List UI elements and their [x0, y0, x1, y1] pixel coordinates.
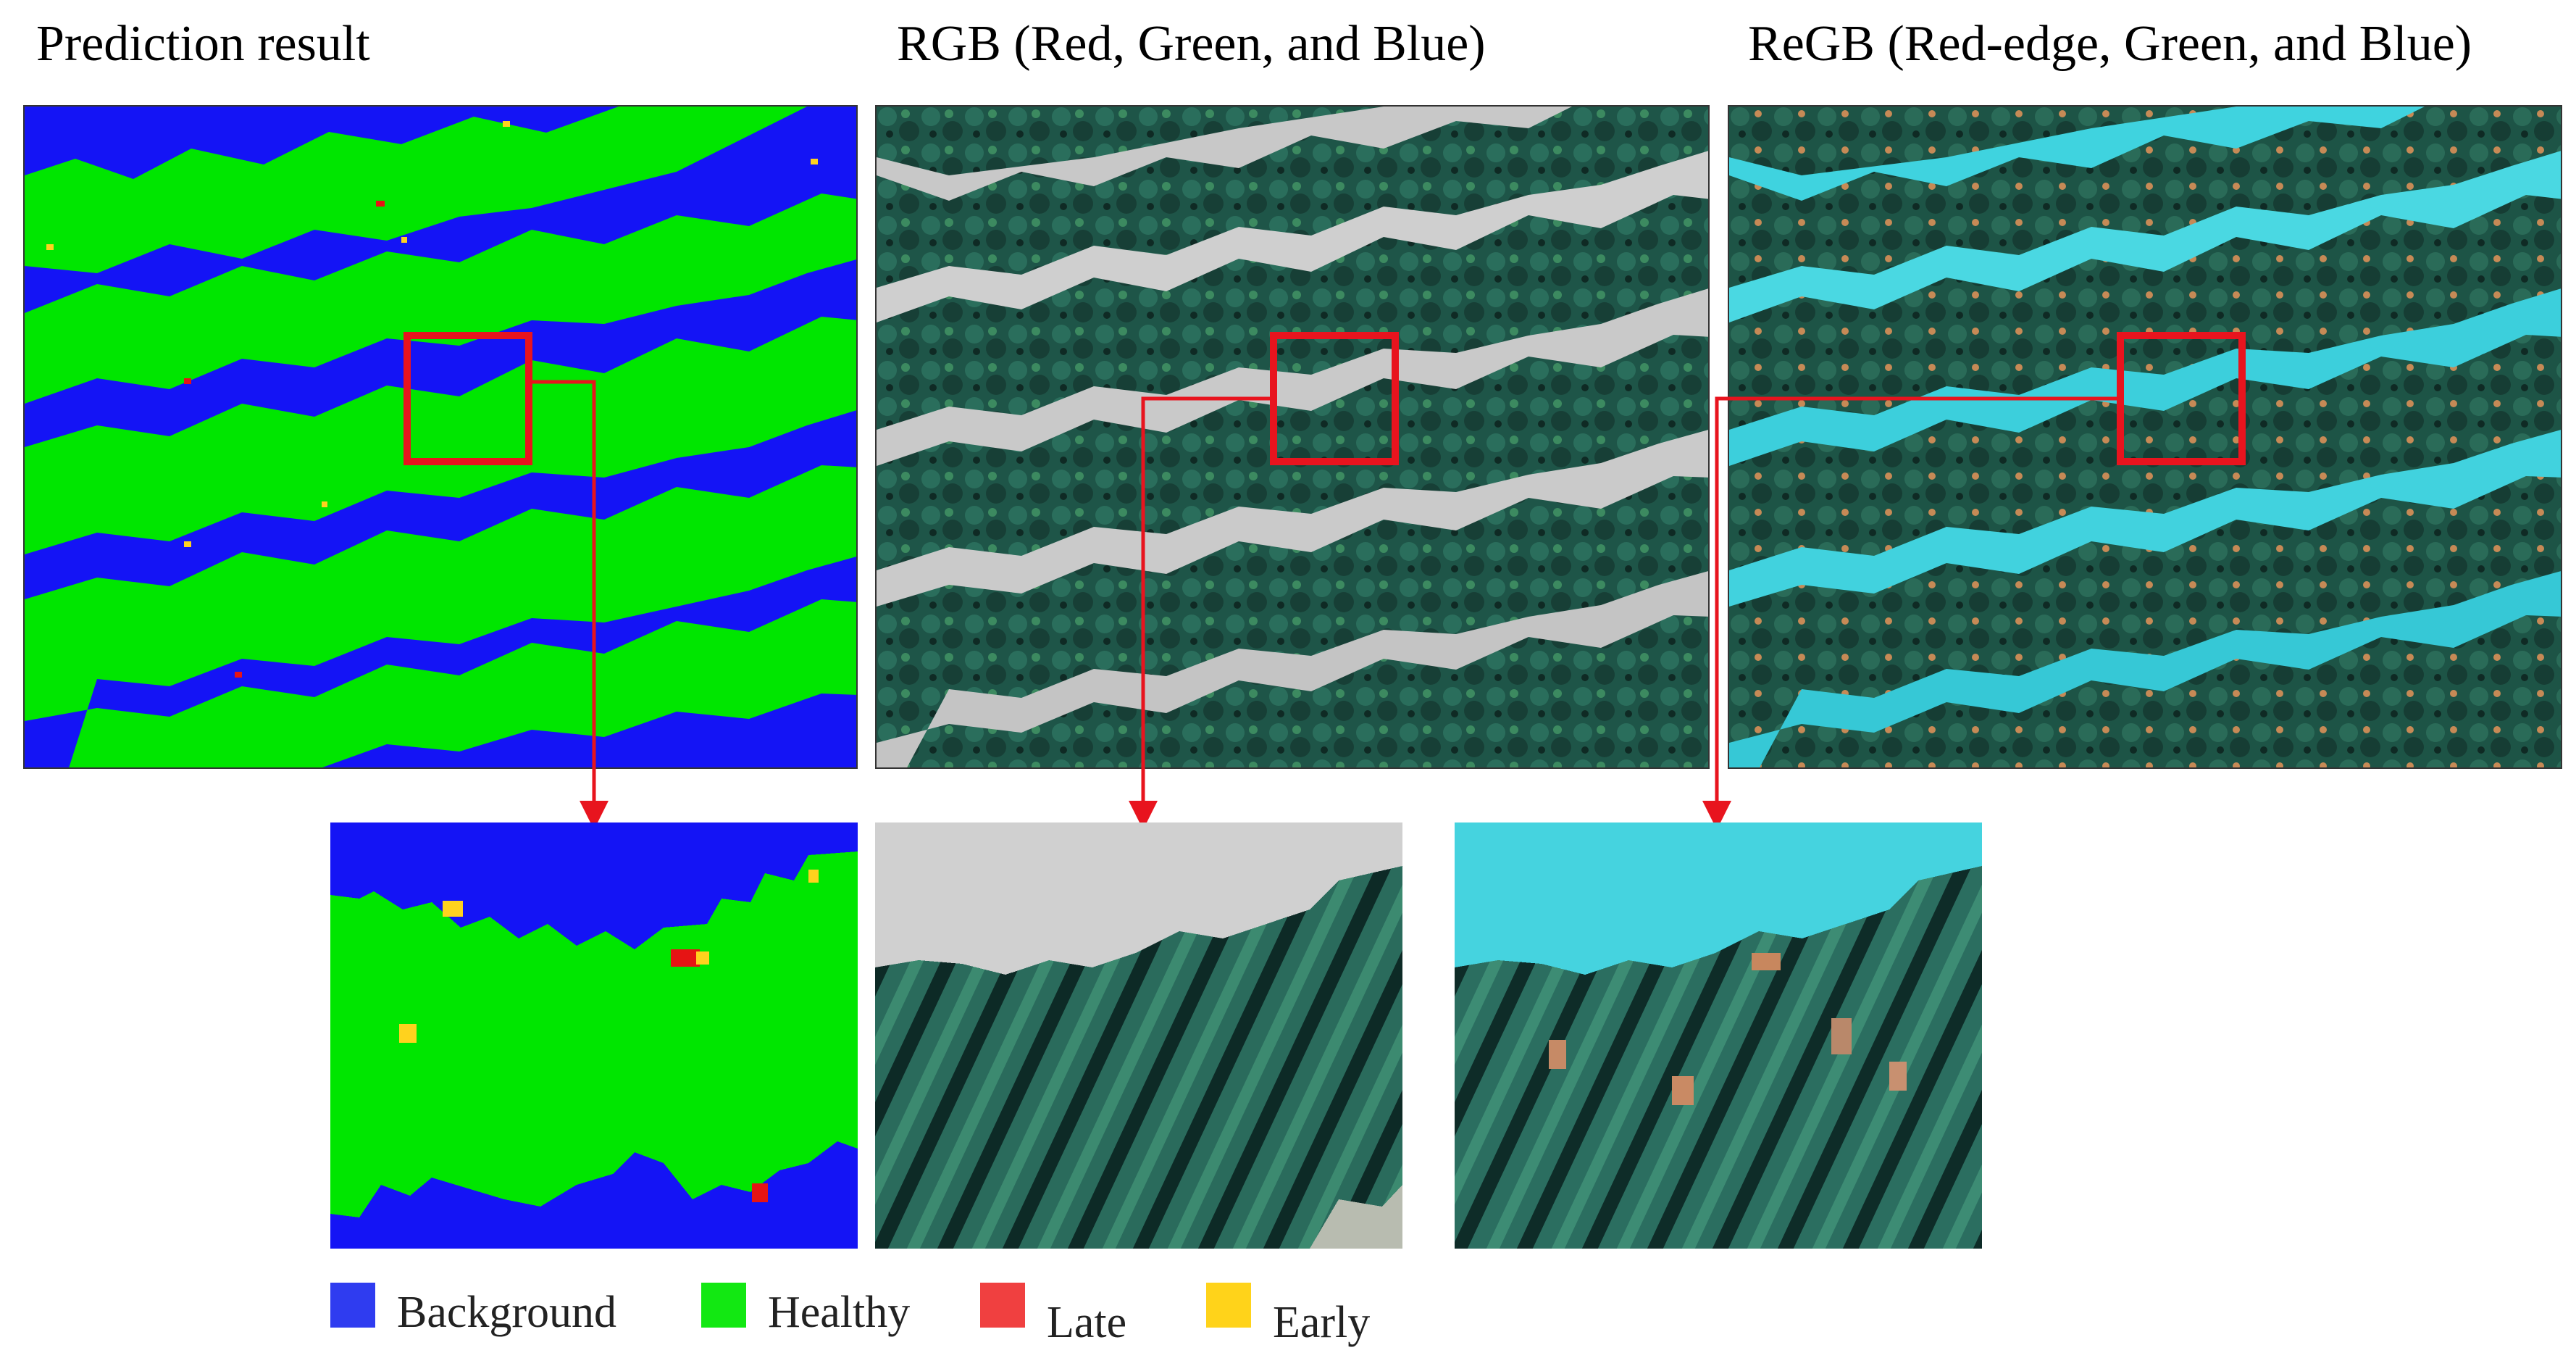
rgb-zoom-panel — [875, 822, 1402, 1249]
legend-label-healthy: Healthy — [768, 1288, 911, 1337]
prediction-zoom-panel — [330, 822, 858, 1249]
legend-swatch-early — [1206, 1283, 1251, 1328]
legend-swatch-late — [980, 1283, 1025, 1328]
legend-label-early: Early — [1273, 1298, 1371, 1347]
rgb-zoom-image — [875, 822, 1402, 1249]
legend-swatch-background — [330, 1283, 375, 1328]
prediction-map-panel — [23, 105, 858, 769]
regb-image-panel — [1728, 105, 2562, 769]
prediction-map-image — [25, 107, 856, 767]
regb-zoom-image — [1455, 822, 1982, 1249]
rgb-aerial-image — [877, 107, 1708, 767]
legend-label-late: Late — [1047, 1298, 1127, 1347]
title-prediction: Prediction result — [36, 16, 370, 72]
legend-label-background: Background — [397, 1288, 617, 1337]
regb-zoom-panel — [1455, 822, 1982, 1249]
regb-aerial-image — [1729, 107, 2561, 767]
legend-swatch-healthy — [701, 1283, 746, 1328]
title-regb: ReGB (Red-edge, Green, and Blue) — [1748, 16, 2472, 72]
title-rgb: RGB (Red, Green, and Blue) — [897, 16, 1486, 72]
prediction-zoom-image — [330, 822, 858, 1249]
rgb-image-panel — [875, 105, 1710, 769]
